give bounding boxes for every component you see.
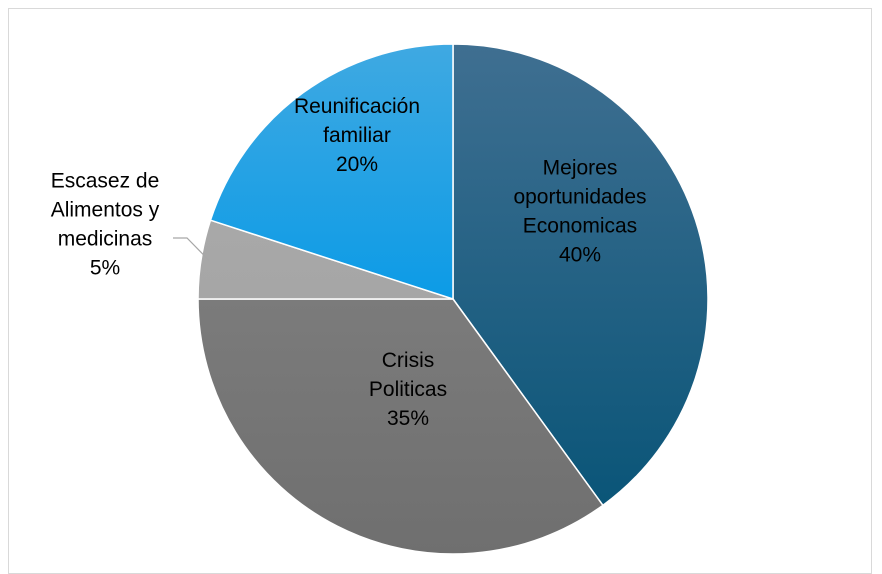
slice-labels: Mejores oportunidades Economicas 40% Crisis P…	[51, 95, 647, 430]
slice-label-2: Escasez de Alimentos y medicinas 5%	[51, 170, 160, 280]
slice-percent-label: 40%	[559, 244, 601, 267]
slice-name-line: familiar	[323, 124, 391, 147]
slice-percent-label: 5%	[90, 257, 120, 280]
slice-name-line: oportunidades	[513, 186, 646, 209]
slice-name-line: medicinas	[58, 228, 153, 251]
slice-percent-label: 35%	[387, 407, 429, 430]
leader-lines	[173, 237, 210, 261]
pie-slice-3	[209, 43, 454, 301]
pie-slices	[197, 43, 709, 555]
slice-name-line: Economicas	[523, 215, 637, 238]
slice-name-line: Reunificación	[294, 95, 420, 118]
slice-label-3: Reunificación familiar 20%	[294, 95, 420, 176]
slice-name-line: Politicas	[369, 378, 447, 401]
pie-slice-1	[197, 298, 604, 555]
slice-label-0: Mejores oportunidades Economicas 40%	[513, 157, 646, 267]
slice-name-line: Crisis	[382, 349, 435, 372]
slice-label-1: Crisis Politicas 35%	[369, 349, 447, 430]
slice-name-line: Alimentos y	[51, 199, 160, 222]
slice-percent-label: 20%	[336, 153, 378, 176]
leader-line-2	[173, 237, 210, 261]
slice-name-line: Escasez de	[51, 170, 160, 193]
slice-name-line: Mejores	[543, 157, 618, 180]
pie-slice-0	[452, 43, 709, 507]
